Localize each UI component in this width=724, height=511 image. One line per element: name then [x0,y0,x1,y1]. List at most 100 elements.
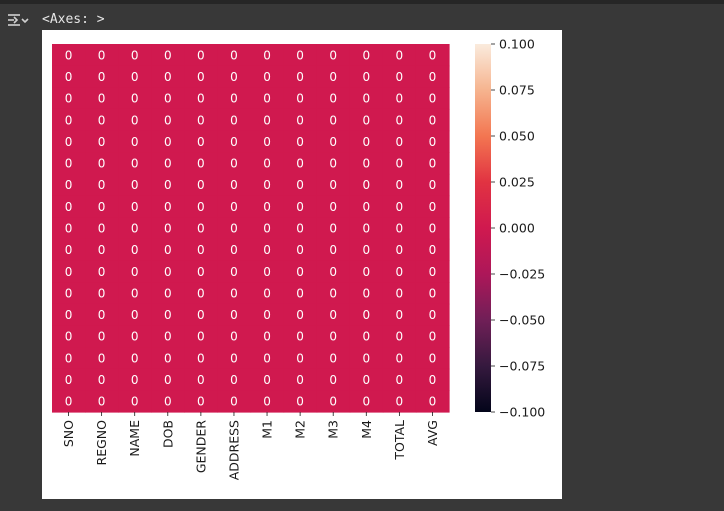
cell-annotation: 0 [197,222,205,236]
cell-annotation: 0 [230,330,238,344]
colorbar-tick-label: −0.075 [499,359,545,374]
cell-annotation: 0 [65,222,73,236]
cell-annotation: 0 [429,373,437,387]
heatmap-cell [382,260,417,283]
cell-annotation: 0 [263,48,271,62]
heatmap-cell [250,238,285,262]
cell-annotation: 0 [98,330,106,344]
cell-annotation: 0 [98,395,106,409]
cell-annotation: 0 [362,200,370,214]
heatmap-cell [52,195,86,218]
heatmap-cell [415,368,450,391]
heatmap-cell [85,303,119,327]
cell-annotation: 0 [197,113,205,127]
heatmap-cell [184,217,219,240]
cell-annotation: 0 [98,70,106,84]
cell-annotation: 0 [396,70,404,84]
heatmap-cell [217,108,252,132]
cell-annotation: 0 [296,70,304,84]
cell-annotation: 0 [230,265,238,279]
heatmap-cell [52,347,86,370]
heatmap-cell [85,173,119,197]
heatmap-cell [415,195,450,218]
heatmap-cell [250,303,285,327]
cell-annotation: 0 [396,243,404,257]
cell-annotation: 0 [197,330,205,344]
heatmap-cell [382,173,417,197]
cell-annotation: 0 [230,48,238,62]
cell-annotation: 0 [164,286,172,300]
cell-annotation: 0 [329,113,337,127]
heatmap-cell [151,217,185,240]
heatmap-cell [316,65,351,88]
cell-annotation: 0 [131,157,139,171]
cell-annotation: 0 [131,92,139,106]
heatmap-cell [283,260,318,283]
cell-annotation: 0 [164,330,172,344]
heatmap-cell [283,238,318,262]
colorbar [475,44,491,412]
cell-annotation: 0 [65,135,73,149]
cell-annotation: 0 [329,265,337,279]
cell-annotation: 0 [429,48,437,62]
cell-annotation: 0 [396,113,404,127]
cell-annotation: 0 [429,157,437,171]
heatmap-cell [415,347,450,370]
cell-annotation: 0 [296,308,304,322]
heatmap-cell [184,282,219,305]
cell-annotation: 0 [263,113,271,127]
heatmap-cell [151,87,185,110]
cell-annotation: 0 [197,70,205,84]
heatmap-cell [415,282,450,305]
heatmap-cell [184,130,219,153]
cell-annotation: 0 [131,200,139,214]
heatmap-cell [415,260,450,283]
cell-annotation: 0 [164,70,172,84]
x-tick-label: M4 [359,420,374,439]
heatmap-cell [415,173,450,197]
heatmap-cell [118,87,152,110]
heatmap-cell [415,152,450,175]
heatmap-cell [151,108,185,132]
heatmap-cell [283,65,318,88]
cell-annotation: 0 [263,222,271,236]
heatmap-cell [316,347,351,370]
cell-annotation: 0 [263,157,271,171]
cell-annotation: 0 [131,330,139,344]
colorbar-tick-label: 0.050 [499,129,535,144]
cell-annotation: 0 [296,157,304,171]
cell-annotation: 0 [263,70,271,84]
heatmap-cell [316,303,351,327]
heatmap-cell [415,130,450,153]
heatmap-cell [316,173,351,197]
heatmap-cell [283,108,318,132]
cell-annotation: 0 [396,330,404,344]
cell-annotation: 0 [197,200,205,214]
colorbar-tick-label: −0.025 [499,267,545,282]
cell-annotation: 0 [263,265,271,279]
heatmap-cell [184,390,219,413]
heatmap-cell [349,44,384,67]
cell-annotation: 0 [164,48,172,62]
cell-annotation: 0 [131,243,139,257]
cell-annotation: 0 [396,395,404,409]
x-tick-label: SNO [61,420,76,447]
cell-annotation: 0 [65,70,73,84]
x-tick-label: GENDER [193,420,208,473]
cell-annotation: 0 [396,286,404,300]
cell-annotation: 0 [362,178,370,192]
cell-annotation: 0 [396,222,404,236]
heatmap-cell [118,390,152,413]
cell-annotation: 0 [131,113,139,127]
cell-annotation: 0 [65,200,73,214]
cell-annotation: 0 [230,351,238,365]
heatmap-cell [85,130,119,153]
cell-annotation: 0 [429,113,437,127]
heatmap-cell [217,390,252,413]
cell-annotation: 0 [65,265,73,279]
output-toggle-icon[interactable] [6,11,30,31]
heatmap-cell [283,195,318,218]
heatmap-cell [151,238,185,262]
heatmap-cell [151,325,185,348]
heatmap-cell [316,44,351,67]
